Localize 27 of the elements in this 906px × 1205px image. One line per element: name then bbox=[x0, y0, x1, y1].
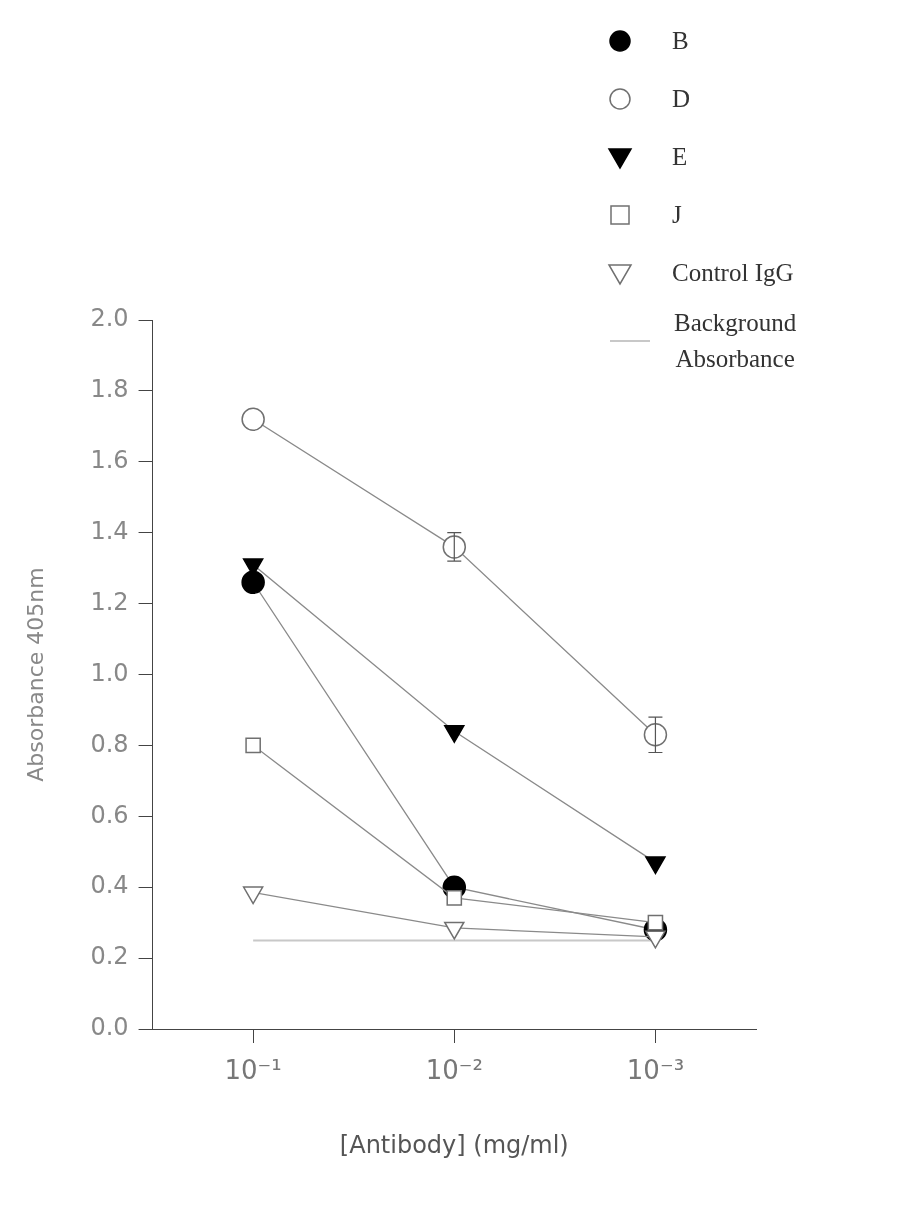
x-axis-title: [Antibody] (mg/ml) bbox=[339, 1130, 569, 1159]
y-tick-label: 1.2 bbox=[90, 587, 129, 616]
point bbox=[446, 890, 463, 906]
y-tick-label: 1.0 bbox=[90, 658, 129, 687]
point bbox=[241, 570, 265, 595]
y-tick-label: 2.0 bbox=[90, 304, 129, 333]
legend-label: E bbox=[672, 142, 688, 172]
point bbox=[241, 407, 265, 432]
y-tick-label: 0.4 bbox=[90, 871, 129, 900]
y-tick-label: 1.8 bbox=[90, 375, 129, 404]
y-tick-label: 1.6 bbox=[90, 446, 129, 475]
y-tick-label: 0.0 bbox=[90, 1013, 129, 1042]
legend-label: Background Absorbance bbox=[674, 308, 797, 374]
legend-label: D bbox=[672, 84, 691, 114]
point bbox=[643, 723, 668, 747]
y-tick-label: 1.4 bbox=[90, 516, 129, 545]
x-tick-label: 10⁻¹ bbox=[224, 1055, 282, 1086]
legend-label: Control IgG bbox=[672, 258, 794, 288]
x-tick-label: 10⁻² bbox=[425, 1055, 483, 1086]
point bbox=[442, 535, 467, 559]
y-tick-label: 0.6 bbox=[90, 800, 129, 829]
legend-label: J bbox=[672, 200, 682, 230]
y-axis-title: Absorbance 405nm bbox=[22, 567, 48, 782]
legend-label: B bbox=[672, 26, 689, 56]
x-tick-label: 10⁻³ bbox=[626, 1055, 685, 1086]
y-tick-label: 0.8 bbox=[90, 729, 129, 758]
y-tick-label: 0.2 bbox=[90, 942, 129, 971]
